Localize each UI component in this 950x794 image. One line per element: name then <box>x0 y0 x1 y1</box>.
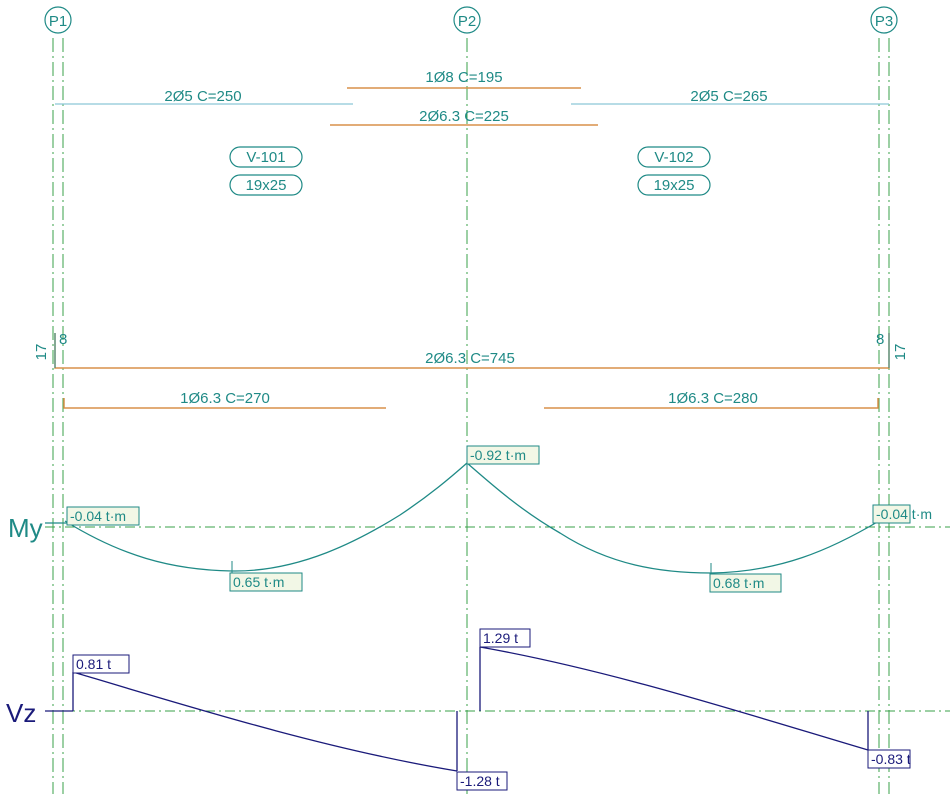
moment-value: -0.04 t·m <box>876 506 932 522</box>
moment-value: 0.68 t·m <box>713 575 764 591</box>
support-p3: P3 <box>870 6 898 34</box>
shear-value-box <box>867 749 911 769</box>
support-label: P1 <box>49 13 67 30</box>
shear-value: 1.29 t <box>483 630 518 646</box>
top-reinforcement: 1Ø8 C=195 2Ø5 C=250 2Ø6.3 C=225 2Ø5 C=26… <box>55 69 889 126</box>
support-label: P2 <box>458 13 476 30</box>
bottom-bar-label: 1Ø6.3 C=280 <box>668 390 758 407</box>
moment-value-box <box>66 506 140 526</box>
moment-value-box <box>466 445 540 465</box>
beam-tag-v102: V-102 19x25 <box>637 146 711 196</box>
top-bar-label: 2Ø6.3 C=225 <box>419 108 509 125</box>
moment-axis-label: My <box>8 513 43 543</box>
moment-curve-span-2 <box>466 462 880 574</box>
shear-value-box <box>479 628 531 648</box>
moment-value: 0.65 t·m <box>233 574 284 590</box>
bottom-bar-label: 1Ø6.3 C=270 <box>180 390 270 407</box>
shear-value: -1.28 t <box>460 773 500 789</box>
support-p2: P2 <box>453 6 481 34</box>
beam-section-bubble <box>637 174 711 196</box>
side-left-label: 17 <box>33 344 50 361</box>
bottom-main-bar-label: 2Ø6.3 C=745 <box>425 350 515 367</box>
moment-value: -0.92 t·m <box>470 447 526 463</box>
shear-diagram: Vz 0.81 t -1.28 t 1.29 t -0.83 t <box>6 628 950 791</box>
beam-section: 19x25 <box>246 177 287 194</box>
support-bubble <box>44 6 72 34</box>
shear-value: 0.81 t <box>76 656 111 672</box>
bottom-reinforcement: 2Ø6.3 C=745 8 8 17 17 1Ø6.3 C=270 1Ø6.3 … <box>33 331 909 409</box>
beam-section: 19x25 <box>654 177 695 194</box>
hook-right-label: 8 <box>876 331 884 348</box>
shear-line-span-2 <box>479 646 869 751</box>
top-bar-label: 2Ø5 C=265 <box>690 88 767 105</box>
moment-curve-span-1 <box>64 462 468 572</box>
shear-axis-label: Vz <box>6 698 36 728</box>
bottom-bar-line <box>63 398 386 409</box>
hook-left-label: 8 <box>59 331 67 348</box>
top-bar-label: 1Ø8 C=195 <box>425 69 502 86</box>
shear-value-box <box>72 654 130 674</box>
beam-name-bubble <box>229 146 303 168</box>
beam-section-bubble <box>229 174 303 196</box>
top-bar-label: 2Ø5 C=250 <box>164 88 241 105</box>
side-right-label: 17 <box>892 344 909 361</box>
moment-value-box <box>229 572 303 592</box>
beam-tag-v101: V-101 19x25 <box>229 146 303 196</box>
beam-name-bubble <box>637 146 711 168</box>
support-axes <box>52 38 890 794</box>
support-bubble <box>453 6 481 34</box>
shear-value-box <box>456 771 508 791</box>
shear-value: -0.83 t <box>871 751 911 767</box>
support-bubble <box>870 6 898 34</box>
support-label: P3 <box>875 13 893 30</box>
support-p1: P1 <box>44 6 72 34</box>
beam-name: V-102 <box>654 149 693 166</box>
moment-value-box <box>709 573 782 593</box>
moment-value: -0.04 t·m <box>70 508 126 524</box>
beam-name: V-101 <box>246 149 285 166</box>
moment-value-box <box>872 504 911 524</box>
moment-diagram: My -0.04 t·m 0.65 t·m -0.92 t·m 0.68 t·m… <box>8 445 950 593</box>
shear-line-span-1 <box>72 671 458 772</box>
bottom-bar-line <box>544 398 879 409</box>
